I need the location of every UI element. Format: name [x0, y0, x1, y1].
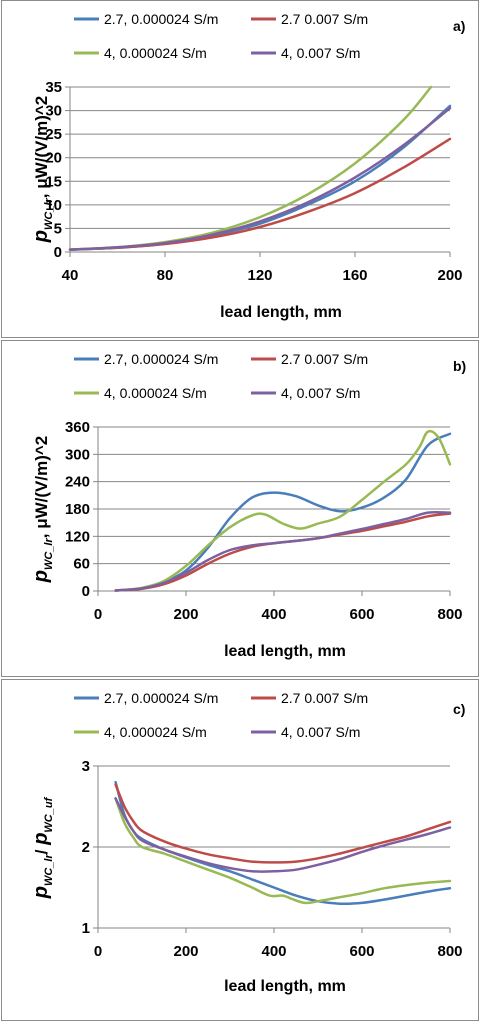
plot-area-b: 0 60 120 180 240 300 360 0 200 400 600 800: [65, 419, 463, 623]
y-tick-label-b-1: 60: [73, 556, 90, 573]
chart-b-svg: 2.7, 0.000024 S/m 2.7 0.007 S/m 4, 0.000…: [30, 351, 466, 660]
legend-b: 2.7, 0.000024 S/m 2.7 0.007 S/m 4, 0.000…: [74, 351, 368, 401]
legend-a-label-1: 2.7, 0.000024 S/m: [104, 11, 218, 27]
chart-c-svg: 2.7, 0.000024 S/m 2.7 0.007 S/m 4, 0.000…: [30, 690, 465, 995]
chart-panel-a: 2.7, 0.000024 S/m 2.7 0.007 S/m 4, 0.000…: [1, 0, 479, 338]
legend-c-label-4: 4, 0.007 S/m: [281, 724, 360, 740]
series-line-b-3: [114, 429, 452, 592]
x-tick-label-b-0: 0: [94, 606, 102, 623]
x-axis-title-b: lead length, mm: [224, 643, 346, 660]
x-axis-title-c: lead length, mm: [224, 978, 346, 995]
y-tick-label-a-2: 10: [45, 197, 62, 214]
x-tick-label-a-1: 80: [157, 267, 174, 284]
legend-a-label-2: 2.7 0.007 S/m: [281, 11, 368, 27]
plot-area-c: 1 2 3 0 200 400 600 800: [82, 758, 463, 960]
x-tick-label-c-4: 800: [437, 943, 462, 960]
panel-a-label: a): [453, 18, 465, 34]
x-tick-label-c-2: 400: [261, 943, 286, 960]
y-tick-label-b-4: 240: [65, 474, 90, 491]
series-line-b-4: [114, 510, 452, 592]
y-tick-label-a-1: 5: [54, 220, 62, 237]
series-line-b-1: [114, 432, 452, 592]
y-tick-label-b-6: 360: [65, 419, 90, 436]
y-tick-label-b-2: 120: [65, 528, 90, 545]
legend-c: 2.7, 0.000024 S/m 2.7 0.007 S/m 4, 0.000…: [74, 690, 368, 740]
y-tick-label-a-0: 0: [54, 244, 62, 261]
panel-c-label: c): [453, 701, 465, 717]
legend-b-label-4: 4, 0.007 S/m: [281, 385, 360, 401]
y-axis-title-b: pWC_lr, μW/(V/m)^2: [30, 436, 55, 584]
legend-a-label-4: 4, 0.007 S/m: [281, 45, 360, 61]
x-tick-label-c-1: 200: [173, 943, 198, 960]
series-line-c-4: [114, 797, 452, 873]
panel-b-label: b): [453, 358, 466, 374]
x-tick-label-a-0: 40: [62, 267, 79, 284]
x-tick-label-c-3: 600: [349, 943, 374, 960]
legend-a: 2.7, 0.000024 S/m 2.7 0.007 S/m 4, 0.000…: [74, 11, 368, 61]
chart-panel-c: 2.7, 0.000024 S/m 2.7 0.007 S/m 4, 0.000…: [1, 679, 479, 1021]
x-tick-label-b-3: 600: [349, 606, 374, 623]
y-tick-label-c-0: 1: [82, 920, 90, 937]
x-axis-title-a: lead length, mm: [220, 304, 342, 321]
y-tick-label-a-5: 25: [45, 126, 62, 143]
legend-b-label-2: 2.7 0.007 S/m: [281, 351, 368, 367]
x-tick-label-b-1: 200: [173, 606, 198, 623]
x-tick-label-b-2: 400: [261, 606, 286, 623]
chart-a-svg: 2.7, 0.000024 S/m 2.7 0.007 S/m 4, 0.000…: [30, 11, 465, 321]
y-tick-label-a-7: 35: [45, 79, 62, 96]
y-tick-label-b-3: 180: [65, 501, 90, 518]
plot-area-a: 0 5 10 15 20 25 30 35 40 80 120 160 200: [45, 79, 462, 284]
series-line-c-2: [114, 783, 452, 864]
legend-b-label-1: 2.7, 0.000024 S/m: [104, 351, 218, 367]
legend-a-label-3: 4, 0.000024 S/m: [104, 45, 207, 61]
chart-panel-b: 2.7, 0.000024 S/m 2.7 0.007 S/m 4, 0.000…: [1, 340, 479, 677]
legend-c-label-2: 2.7 0.007 S/m: [281, 690, 368, 706]
y-tick-label-a-4: 20: [45, 150, 62, 167]
x-tick-label-c-0: 0: [94, 943, 102, 960]
x-tick-label-b-4: 800: [437, 606, 462, 623]
x-tick-label-a-3: 160: [342, 267, 367, 284]
legend-c-label-3: 4, 0.000024 S/m: [104, 724, 207, 740]
y-axis-title-a: pWC_lr, μW/(V/m)^2: [30, 96, 55, 244]
y-tick-label-b-5: 300: [65, 446, 90, 463]
y-tick-label-c-1: 2: [82, 839, 90, 856]
y-tick-label-b-0: 0: [82, 583, 90, 600]
legend-b-label-3: 4, 0.000024 S/m: [104, 385, 207, 401]
legend-c-label-1: 2.7, 0.000024 S/m: [104, 690, 218, 706]
y-tick-label-a-6: 30: [45, 103, 62, 120]
y-tick-label-a-3: 15: [45, 173, 62, 190]
series-line-a-4: [68, 106, 452, 251]
x-tick-label-a-2: 120: [247, 267, 272, 284]
y-tick-label-c-2: 3: [82, 758, 90, 775]
series-line-c-3: [114, 797, 452, 905]
y-axis-title-c: pWC_lr/ pWC_uf: [30, 796, 55, 899]
x-tick-label-a-4: 200: [437, 267, 462, 284]
